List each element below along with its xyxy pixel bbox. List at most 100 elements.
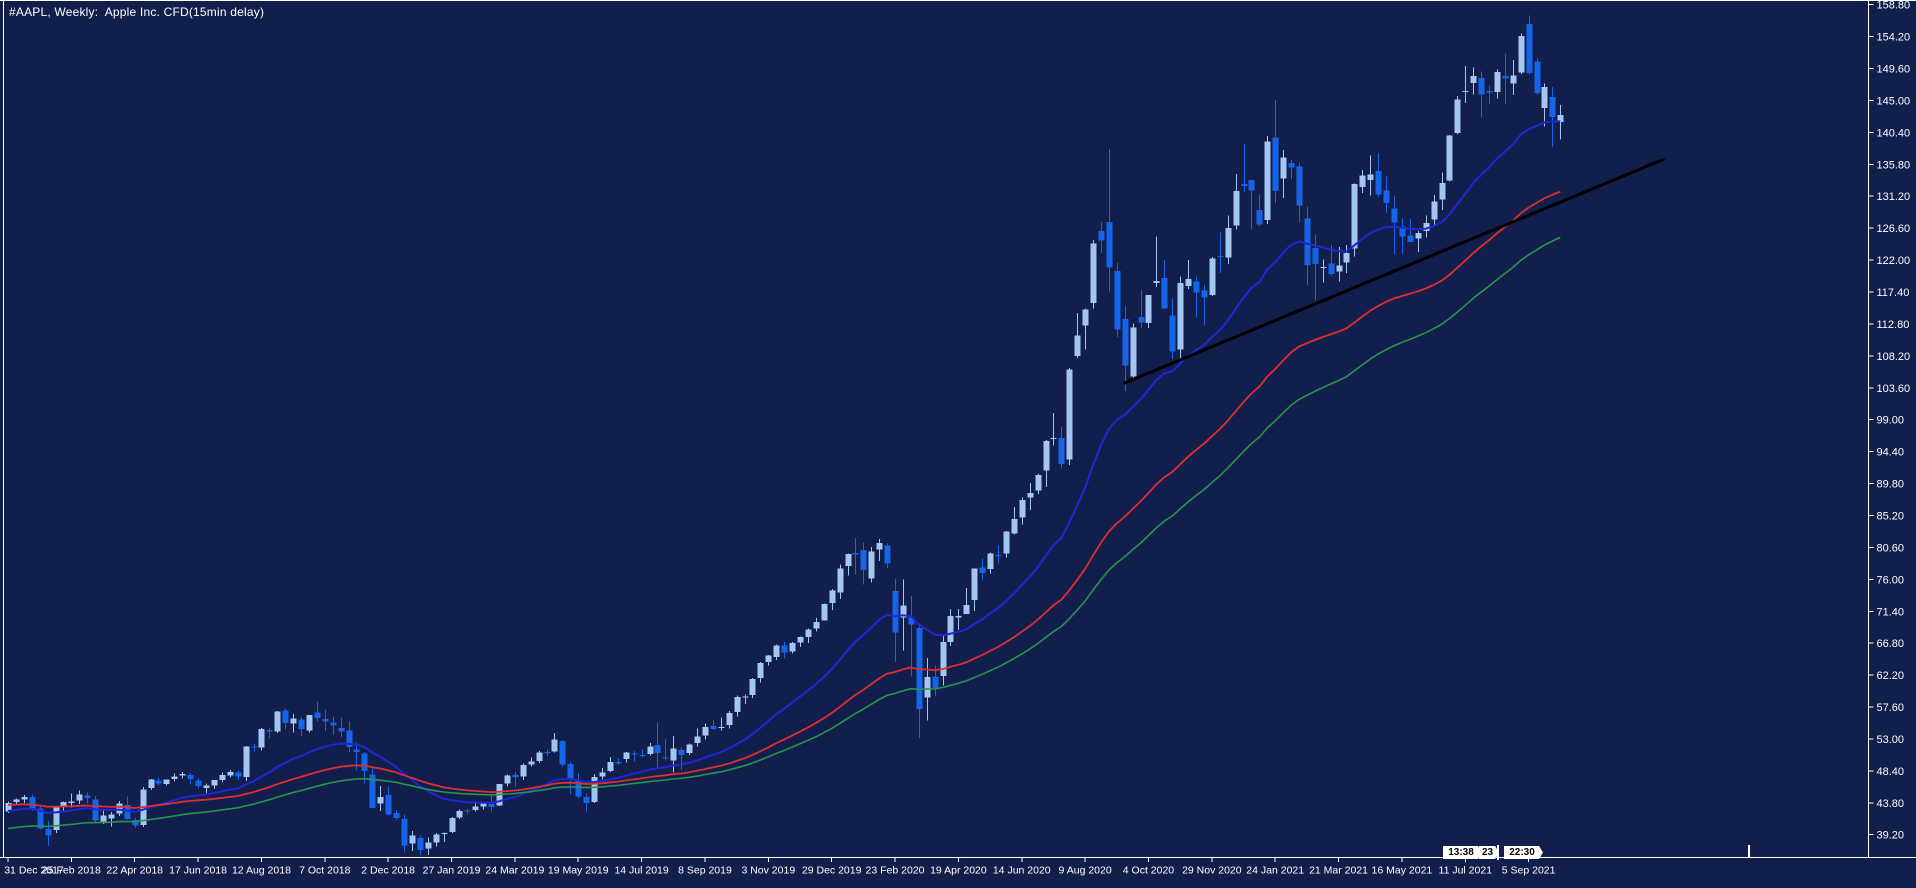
candle-up: [227, 771, 234, 776]
price-axis-label: 66.80: [1877, 638, 1905, 650]
candle-up: [1359, 175, 1366, 188]
price-axis: 158.80 154.20 149.60 145.00 140.40 135.80 131.…: [1868, 0, 1911, 842]
candle-down: [1549, 97, 1556, 117]
candle-up: [1011, 518, 1018, 534]
candle-down: [583, 797, 590, 804]
candle-down: [1399, 226, 1406, 237]
candle-down: [884, 545, 891, 564]
candle-down: [1383, 190, 1390, 204]
candle-down: [132, 820, 139, 826]
date-axis-label: 17 Jun 2018: [169, 865, 227, 877]
candle-up: [1050, 438, 1057, 440]
candle-down: [860, 550, 867, 570]
candle-down: [639, 754, 646, 756]
price-axis-label: 117.40: [1877, 287, 1910, 299]
candle-up: [1027, 493, 1034, 498]
date-axis-label: 14 Jul 2019: [614, 865, 668, 877]
candle-up: [940, 641, 947, 676]
time-marker-badge-middle[interactable]: 23: [1479, 846, 1499, 859]
candle-up: [987, 553, 994, 569]
candle-up: [1494, 72, 1501, 93]
badge-separator-line: [1497, 845, 1499, 860]
candle-up: [219, 774, 226, 780]
candle-down: [353, 749, 360, 753]
candle-up: [528, 761, 535, 765]
candle-up: [757, 662, 764, 678]
candle-up: [868, 551, 875, 579]
candle-up: [789, 643, 796, 652]
candle-up: [718, 727, 725, 729]
candle-down: [1161, 278, 1168, 309]
candle-up: [1209, 258, 1216, 296]
candle-up: [1003, 531, 1010, 554]
candle-down: [251, 746, 258, 748]
candle-down: [417, 838, 424, 851]
date-axis-label: 9 Aug 2020: [1059, 865, 1112, 877]
candle-up: [1510, 75, 1517, 84]
date-axis-label: 3 Nov 2019: [741, 865, 795, 877]
candle-down: [615, 761, 622, 764]
fast-ma-line: [7, 120, 1561, 814]
time-marker-badge-left[interactable]: 13:38: [1443, 846, 1482, 859]
candle-up: [100, 815, 107, 822]
candle-down: [631, 753, 638, 755]
candle-up: [900, 605, 907, 618]
price-axis-label: 80.60: [1877, 542, 1905, 554]
candle-down: [338, 727, 345, 732]
date-axis-label: 29 Dec 2019: [802, 865, 862, 877]
candle-down: [1241, 183, 1248, 186]
candle-up: [1446, 135, 1453, 181]
candle-up: [1367, 174, 1374, 181]
price-axis-label: 76.00: [1877, 574, 1905, 586]
candle-up: [425, 842, 432, 849]
candle-down: [29, 796, 36, 810]
candle-up: [306, 715, 313, 731]
candle-up: [1177, 283, 1184, 350]
candle-up: [1225, 227, 1232, 258]
candle-down: [1296, 166, 1303, 206]
date-axis-label: 22 Apr 2018: [106, 865, 163, 877]
candle-up: [1423, 222, 1430, 232]
candle-down: [1534, 61, 1541, 94]
candle-up: [258, 729, 265, 748]
chart-borders: [0, 0, 1916, 858]
trendline[interactable]: [1123, 157, 1665, 385]
candle-up: [536, 752, 543, 762]
candle-up: [60, 802, 67, 807]
candle-down: [1217, 255, 1224, 258]
candle-up: [1415, 233, 1422, 239]
price-axis-label: 126.60: [1877, 223, 1911, 235]
price-axis-label: 57.60: [1877, 702, 1905, 714]
candle-up: [955, 615, 962, 618]
candle-down: [979, 567, 986, 573]
candle-up: [409, 835, 416, 844]
candle-down: [678, 750, 685, 756]
candle-down: [401, 818, 408, 846]
candle-up: [551, 739, 558, 752]
date-axis-label: 31 Dec 2017: [4, 865, 64, 877]
candle-up: [1043, 441, 1050, 471]
candle-up: [591, 776, 598, 803]
time-marker-badge-right[interactable]: 22:30: [1504, 846, 1543, 859]
candle-up: [1066, 369, 1073, 460]
candle-down: [346, 730, 353, 747]
price-axis-label: 62.20: [1877, 670, 1905, 682]
candle-down: [1122, 319, 1129, 366]
candle-up: [243, 746, 250, 777]
candle-up: [1082, 309, 1089, 326]
candle-down: [932, 676, 939, 688]
price-axis-label: 112.80: [1877, 319, 1910, 331]
price-axis-label: 89.80: [1877, 479, 1905, 491]
candle-up: [1462, 90, 1469, 93]
date-axis-label: 8 Sep 2019: [678, 865, 732, 877]
candle-up: [68, 801, 75, 804]
candle-down: [892, 591, 899, 633]
candle-down: [512, 775, 519, 778]
date-axis-label: 14 Jun 2020: [993, 865, 1051, 877]
price-axis-label: 85.20: [1877, 510, 1905, 522]
candle-up: [211, 780, 218, 786]
candle-up: [686, 744, 693, 753]
candle-up: [734, 696, 741, 712]
date-axis-label: 12 Aug 2018: [232, 865, 291, 877]
